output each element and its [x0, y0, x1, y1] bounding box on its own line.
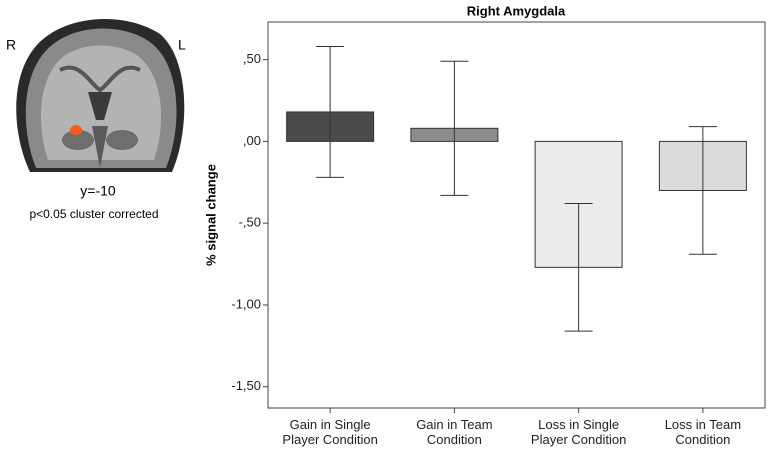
y-tick-label: -1,00	[231, 296, 261, 311]
x-tick-label: Gain in Team Condition	[416, 417, 493, 447]
x-tick-label: Loss in Team Condition	[664, 417, 742, 447]
hemisphere-label: L	[178, 37, 186, 53]
y-tick-label: -,50	[239, 215, 261, 230]
y-tick-label: ,00	[243, 133, 261, 148]
x-tick-label: Loss in Single Player Condition	[530, 417, 627, 447]
plot-frame	[267, 21, 766, 409]
chart-title: Right Amygdala	[467, 3, 566, 18]
slice-label: y=-10	[80, 183, 116, 199]
y-axis-label: % signal change	[203, 164, 218, 266]
brain-image	[0, 18, 192, 178]
y-tick-label: ,50	[243, 51, 261, 66]
threshold-note: p<0.05 cluster corrected	[29, 207, 158, 221]
y-tick-label: -1,50	[231, 378, 261, 393]
hemisphere-label: R	[6, 37, 16, 53]
x-tick-label: Gain in Single Player Condition	[282, 417, 378, 447]
